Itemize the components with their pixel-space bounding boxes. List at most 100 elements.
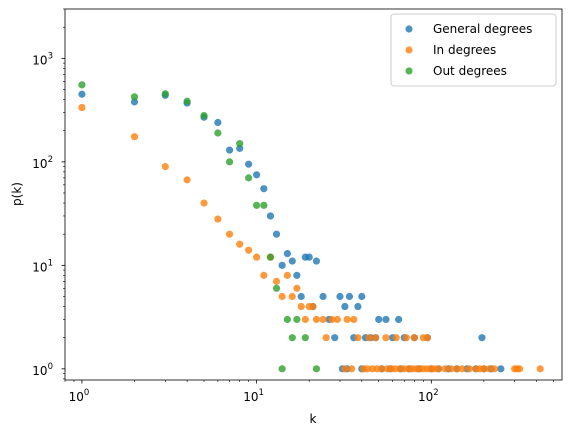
series-2-points <box>78 81 321 373</box>
data-point <box>78 81 86 89</box>
data-point <box>260 201 268 209</box>
data-point <box>278 365 286 373</box>
data-point <box>253 171 261 179</box>
data-point <box>358 292 366 301</box>
legend-label-out: Out degrees <box>433 64 507 78</box>
data-point <box>490 365 499 373</box>
legend-marker-general <box>405 25 413 33</box>
data-point <box>458 365 466 373</box>
data-point <box>130 98 139 106</box>
data-point <box>363 365 371 373</box>
data-point <box>225 158 234 166</box>
data-point <box>536 365 544 373</box>
data-point <box>260 271 268 279</box>
data-point <box>214 118 222 127</box>
data-point <box>485 365 493 373</box>
data-point <box>434 365 443 373</box>
data-point <box>312 365 321 373</box>
data-point <box>214 129 222 137</box>
data-point <box>345 292 354 301</box>
data-point <box>288 257 296 265</box>
data-point <box>266 253 275 261</box>
data-point <box>183 176 191 184</box>
data-point <box>301 334 309 342</box>
data-point <box>331 334 339 342</box>
data-point <box>245 174 253 182</box>
data-point <box>260 185 268 193</box>
data-point <box>372 334 380 342</box>
data-point <box>288 292 296 301</box>
legend-label-general: General degrees <box>433 22 532 36</box>
data-point <box>375 315 383 324</box>
data-point <box>465 365 473 373</box>
data-point <box>278 292 286 301</box>
data-point <box>382 334 390 342</box>
legend-marker-in <box>405 46 413 54</box>
data-point <box>272 277 281 285</box>
data-point <box>497 365 505 373</box>
data-point <box>333 315 341 324</box>
data-point <box>402 334 410 342</box>
data-point <box>441 365 449 373</box>
data-point <box>272 230 281 238</box>
series-1-points <box>78 103 544 373</box>
data-point <box>200 111 208 120</box>
data-point <box>350 315 358 324</box>
x-axis-label: k <box>310 412 317 426</box>
data-point <box>245 246 253 254</box>
data-point <box>272 284 281 292</box>
data-point <box>341 365 349 373</box>
data-point <box>161 90 169 98</box>
data-point <box>245 160 253 168</box>
data-point <box>225 230 234 238</box>
data-point <box>293 284 301 292</box>
data-point <box>283 315 291 324</box>
data-point <box>322 334 330 342</box>
data-point <box>78 90 86 98</box>
legend-label-in: In degrees <box>433 43 496 57</box>
data-point <box>253 253 261 261</box>
data-points <box>78 81 544 373</box>
data-point <box>319 315 327 324</box>
data-point <box>478 334 486 342</box>
data-point <box>410 334 418 342</box>
data-point <box>297 302 305 311</box>
data-point <box>378 365 386 373</box>
data-point <box>225 146 234 154</box>
data-point <box>78 103 86 112</box>
plot-area-frame <box>64 8 563 381</box>
data-point <box>354 334 362 342</box>
y-axis-label: p(k) <box>10 182 24 206</box>
data-point <box>312 315 321 324</box>
data-point <box>283 271 291 279</box>
data-point <box>341 302 349 311</box>
data-point <box>312 257 321 265</box>
data-point <box>161 163 169 171</box>
data-point <box>447 365 455 373</box>
legend-marker-out <box>405 67 413 75</box>
data-point <box>305 253 313 261</box>
data-point <box>214 215 222 223</box>
data-point <box>309 302 317 311</box>
data-point <box>343 315 351 324</box>
data-point <box>236 140 244 148</box>
data-point <box>392 334 400 342</box>
data-point <box>293 271 301 279</box>
data-point <box>130 133 139 141</box>
data-point <box>348 365 356 373</box>
data-point <box>200 199 208 207</box>
data-point <box>266 212 275 220</box>
data-point <box>328 315 336 324</box>
data-point <box>130 93 139 101</box>
data-point <box>301 315 309 324</box>
data-point <box>253 201 261 209</box>
data-point <box>354 302 362 311</box>
data-point <box>278 261 286 269</box>
data-point <box>336 292 344 301</box>
data-point <box>288 334 296 342</box>
data-point <box>480 365 488 373</box>
data-point <box>395 315 403 324</box>
data-point <box>183 97 191 105</box>
data-point <box>453 365 461 373</box>
